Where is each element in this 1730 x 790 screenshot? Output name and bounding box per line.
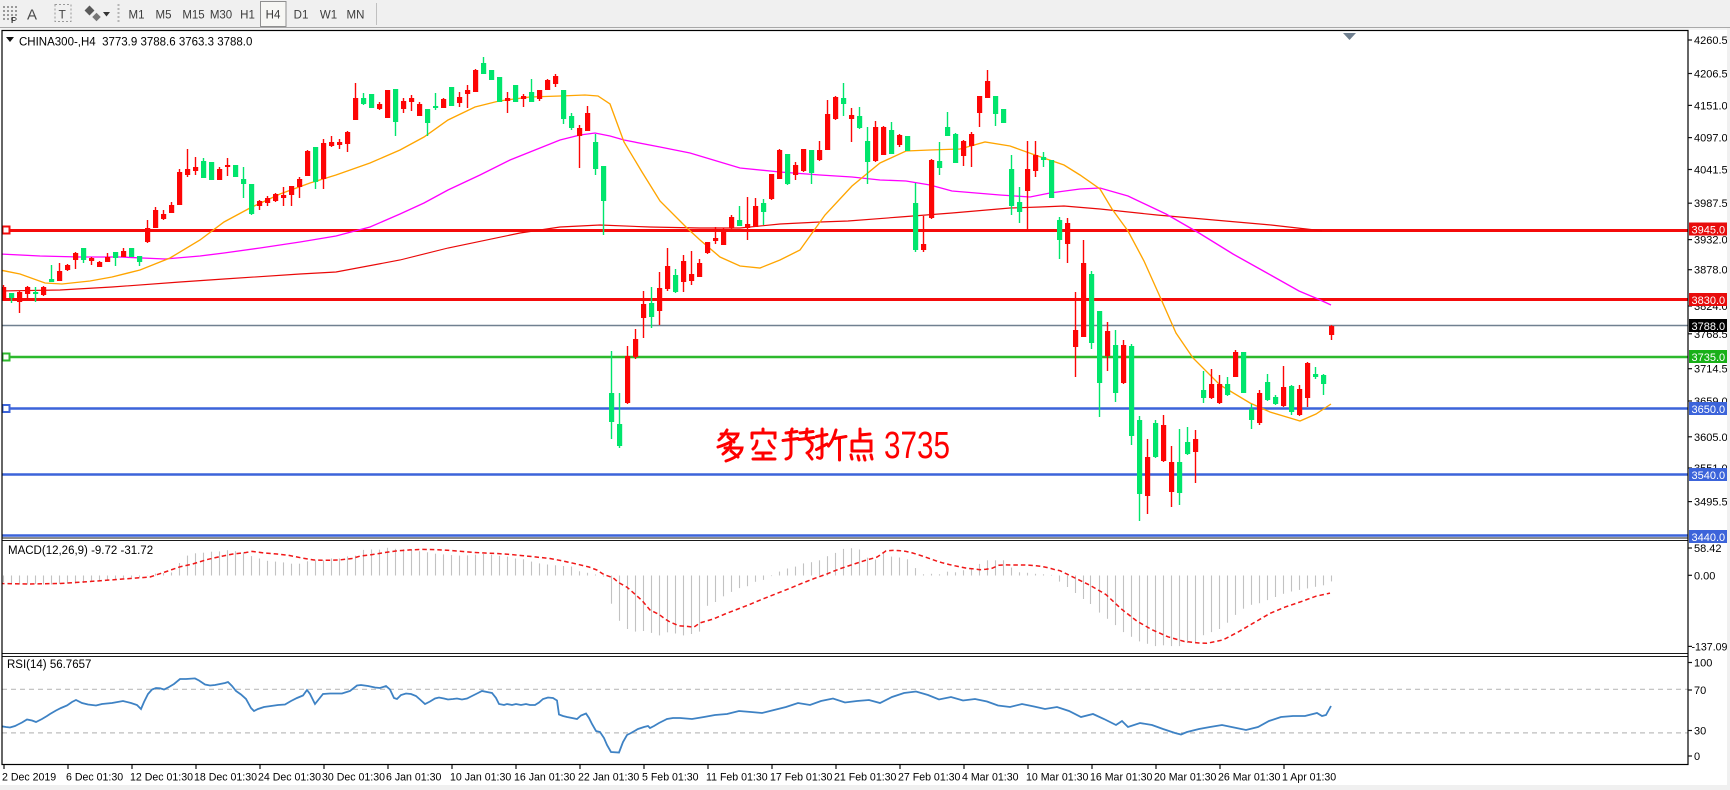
svg-text:58.42: 58.42	[1694, 543, 1722, 555]
svg-text:16 Mar 01:30: 16 Mar 01:30	[1090, 772, 1153, 784]
svg-text:D1: D1	[294, 10, 309, 22]
svg-text:4 Mar 01:30: 4 Mar 01:30	[962, 772, 1019, 784]
svg-text:4206.5: 4206.5	[1694, 69, 1728, 81]
svg-text:27 Feb 01:30: 27 Feb 01:30	[898, 772, 961, 784]
svg-text:3945.0: 3945.0	[1692, 225, 1726, 237]
svg-text:3932.0: 3932.0	[1694, 235, 1728, 247]
svg-text:4041.5: 4041.5	[1694, 165, 1728, 177]
svg-text:3830.0: 3830.0	[1692, 295, 1726, 307]
svg-text:12 Dec 01:30: 12 Dec 01:30	[130, 772, 193, 784]
svg-text:6 Jan 01:30: 6 Jan 01:30	[386, 772, 441, 784]
svg-text:5 Feb 01:30: 5 Feb 01:30	[642, 772, 699, 784]
svg-text:24 Dec 01:30: 24 Dec 01:30	[258, 772, 321, 784]
svg-text:4151.0: 4151.0	[1694, 100, 1728, 112]
svg-text:3788.0: 3788.0	[1692, 321, 1726, 333]
svg-text:18 Dec 01:30: 18 Dec 01:30	[194, 772, 257, 784]
svg-text:3540.0: 3540.0	[1692, 470, 1726, 482]
svg-text:M15: M15	[182, 10, 204, 22]
svg-text:10 Jan 01:30: 10 Jan 01:30	[450, 772, 511, 784]
svg-text:70: 70	[1694, 685, 1706, 697]
svg-text:100: 100	[1694, 658, 1712, 670]
svg-text:MN: MN	[347, 10, 365, 22]
svg-text:MACD(12,26,9) -9.72 -31.72: MACD(12,26,9) -9.72 -31.72	[8, 545, 153, 557]
svg-text:22 Jan 01:30: 22 Jan 01:30	[578, 772, 639, 784]
svg-text:26 Mar 01:30: 26 Mar 01:30	[1218, 772, 1281, 784]
svg-text:3605.0: 3605.0	[1694, 432, 1728, 444]
svg-text:F: F	[11, 16, 16, 25]
svg-text:3714.5: 3714.5	[1694, 364, 1728, 376]
svg-text:16 Jan 01:30: 16 Jan 01:30	[514, 772, 575, 784]
svg-text:A: A	[27, 7, 37, 24]
svg-text:H4: H4	[266, 10, 281, 22]
svg-text:-137.09: -137.09	[1692, 641, 1728, 653]
svg-text:3735.0: 3735.0	[1692, 352, 1726, 364]
svg-text:0.00: 0.00	[1694, 570, 1715, 582]
svg-text:1 Apr 01:30: 1 Apr 01:30	[1282, 772, 1336, 784]
svg-text:3440.0: 3440.0	[1692, 532, 1726, 544]
svg-text:M5: M5	[156, 10, 172, 22]
svg-text:M30: M30	[210, 10, 232, 22]
svg-text:10 Mar 01:30: 10 Mar 01:30	[1026, 772, 1089, 784]
svg-text:4097.0: 4097.0	[1694, 133, 1728, 145]
svg-text:11 Feb 01:30: 11 Feb 01:30	[706, 772, 768, 784]
svg-text:21 Feb 01:30: 21 Feb 01:30	[834, 772, 897, 784]
svg-text:3987.5: 3987.5	[1694, 198, 1728, 210]
svg-text:RSI(14) 56.7657: RSI(14) 56.7657	[7, 659, 91, 671]
svg-text:0: 0	[1694, 751, 1700, 763]
svg-text:3878.0: 3878.0	[1694, 265, 1728, 277]
svg-text:30 Dec 01:30: 30 Dec 01:30	[322, 772, 385, 784]
svg-text:3735: 3735	[884, 425, 950, 467]
svg-text:3495.5: 3495.5	[1694, 497, 1728, 509]
svg-text:6 Dec 01:30: 6 Dec 01:30	[66, 772, 123, 784]
svg-text:CHINA300-,H4 3773.9 3788.6 37: CHINA300-,H4 3773.9 3788.6 3763.3 3788.0	[19, 37, 252, 49]
svg-text:T: T	[59, 8, 67, 22]
svg-text:H1: H1	[240, 10, 255, 22]
svg-text:W1: W1	[320, 10, 337, 22]
svg-text:17 Feb 01:30: 17 Feb 01:30	[770, 772, 833, 784]
svg-text:30: 30	[1694, 726, 1706, 738]
svg-text:4260.5: 4260.5	[1694, 35, 1728, 47]
svg-text:2 Dec 2019: 2 Dec 2019	[2, 772, 56, 784]
svg-text:20 Mar 01:30: 20 Mar 01:30	[1154, 772, 1217, 784]
svg-text:3650.0: 3650.0	[1692, 404, 1726, 416]
svg-text:M1: M1	[129, 10, 145, 22]
